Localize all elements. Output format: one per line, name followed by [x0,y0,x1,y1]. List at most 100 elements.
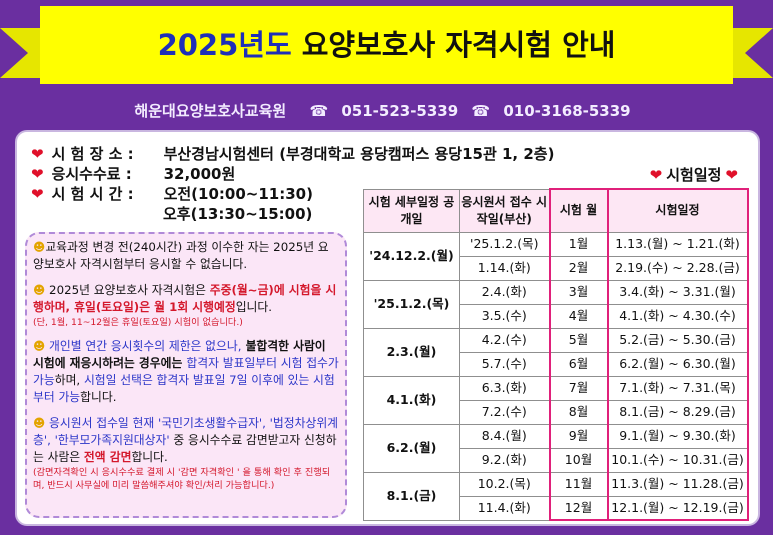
table-row: 11.4.(화) 12월 12.1.(월) ~ 12.19.(금) [364,495,749,521]
exam-month: 7월 [548,375,609,401]
notice-4-lead: 응시원서 접수일 현재 [45,416,158,430]
header-announce: 시험 세부일정 공개일 [363,188,460,233]
time-label: 시 험 시 간 : [51,185,134,203]
phone-number-1[interactable]: 051-523-5339 [341,102,459,120]
location-value: 부산경남시험센터 (부경대학교 용당캠퍼스 용당15관 1, 2층) [163,145,555,163]
notice-3-highlight-b: 시험일 선택은 합격자 발표일 7일 이후에 있는 시험부터 가능 [33,373,335,404]
notice-3-text: 불합격한 사람이 시험에 재응시하려는 경우에는 [33,339,326,370]
exam-month: 4월 [548,303,609,329]
smile-icon: ☻ [33,240,46,254]
start-date: '25.1.2.(목) [459,231,550,257]
table-row: '24.12.2.(월) '25.1.2.(목) 1월 1.13.(월) ~ 1.21… [363,231,749,281]
notice-2-small: (단, 1월, 11~12월은 휴일(토요일) 시험이 없습니다.) [33,317,243,328]
exam-month: 8월 [548,399,609,425]
table-header-row: 시험 세부일정 공개일 응시원서 접수 시작일(부산) 시험 월 시험일정 [363,188,749,233]
exam-month: 5월 [548,327,609,353]
schedule-heading-text: 시험일정 [666,166,722,184]
notice-3-highlight-a: 합격자 발표일부터 시험 접수가 가능 [33,356,339,387]
table-row: 5.7.(수) 6월 6.2.(월) ~ 6.30.(월) [364,351,749,377]
exam-month: 3월 [548,279,609,305]
notice-4-text: 중 응시수수료 감면받고자 신청하는 사람은 [33,433,337,464]
exam-month: 12월 [548,495,609,521]
notice-3-end: 합니다. [80,390,117,404]
notice-2-highlight: 주중(월~금)에 시험을 시행하며, 휴일(토요일)은 월 1회 시행예정 [33,283,337,314]
heart-icon: ❤ [31,165,44,183]
exam-dates: 7.1.(화) ~ 7.31.(목) [606,375,749,401]
time-row: ❤ 시 험 시 간 : 오전(10:00~11:30) [31,184,554,204]
fee-value: 32,000원 [163,165,236,183]
start-date: 6.3.(화) [459,375,550,401]
schedule-body: '24.12.2.(월) '25.1.2.(목) 1월 1.13.(월) ~ 1.21… [363,231,749,521]
start-date: 10.2.(목) [459,471,550,497]
banner-ribbon [0,6,773,84]
fee-row: ❤ 응시수수료 : 32,000원 [31,164,554,184]
notice-3-mid: 하며, [54,373,84,387]
table-row: 8.1.(금) 10.2.(목) 11월 11.3.(월) ~ 11.28.(금) [363,471,749,521]
exam-month: 10월 [548,447,609,473]
notice-4-highlight: 전액 감면 [83,450,132,464]
table-row: '25.1.2.(목) 2.4.(화) 3월 3.4.(화) ~ 3.31.(월) [363,279,749,329]
phone-number-2[interactable]: 010-3168-5339 [503,102,631,120]
notice-4-end: 합니다. [131,450,168,464]
heart-icon: ❤ [31,185,44,203]
table-row: 9.2.(화) 10월 10.1.(수) ~ 10.31.(금) [364,447,749,473]
notice-4: ☻ 응시원서 접수일 현재 '국민기초생활수급자', '법정차상위계층', '한… [33,415,339,492]
exam-month: 6월 [548,351,609,377]
notice-4-groups: '국민기초생활수급자', '법정차상위계층', '한부모가족지원대상자' [33,416,339,447]
announce-date: 2.3.(월) [363,327,460,377]
exam-month: 2월 [548,255,609,281]
table-row: 6.2.(월) 8.4.(월) 9월 9.1.(월) ~ 9.30.(화) [363,423,749,473]
exam-dates: 3.4.(화) ~ 3.31.(월) [606,279,749,305]
header-month: 시험 월 [548,188,609,233]
notice-3-lead: 개인별 연간 응시횟수의 제한은 없으나, [45,339,242,353]
heart-icon: ❤ [649,166,663,184]
phone-icon: ☎ [471,102,491,120]
title-banner: 2025년도 요양보호사 자격시험 안내 [0,0,773,98]
announce-date: '24.12.2.(월) [363,231,460,281]
exam-dates: 4.1.(화) ~ 4.30.(수) [606,303,749,329]
time-am: 오전(10:00~11:30) [163,185,313,203]
smile-icon: ☻ [33,339,46,353]
notice-4-small: (감면자격확인 시 응시수수료 결제 시 '감면 자격확인 ' 을 통해 확인 … [33,467,331,491]
academy-name: 해운대요양보호사교육원 [134,102,287,120]
exam-month: 9월 [548,423,609,449]
notice-2-text: 2025년 요양보호사 자격시험은 [45,283,210,297]
table-row: 1.14.(화) 2월 2.19.(수) ~ 2.28.(금) [364,255,749,281]
heart-icon: ❤ [31,145,44,163]
contact-bar: 해운대요양보호사교육원 ☎ 051-523-5339 ☎ 010-3168-53… [0,100,773,121]
location-row: ❤ 시 험 장 소 : 부산경남시험센터 (부경대학교 용당캠퍼스 용당15관 … [31,144,554,164]
start-date: 7.2.(수) [459,399,550,425]
exam-month: 1월 [548,231,609,257]
announce-date: 6.2.(월) [363,423,460,473]
notice-1-text: 교육과정 변경 전(240시간) 과정 이수한 자는 2025년 요양보호사 자… [33,240,329,271]
time-pm: 오후(13:30~15:00) [163,205,313,223]
start-date: 9.2.(화) [459,447,550,473]
phone-icon: ☎ [309,102,329,120]
smile-icon: ☻ [33,283,46,297]
start-date: 11.4.(화) [459,495,550,521]
exam-dates: 9.1.(월) ~ 9.30.(화) [606,423,749,449]
start-date: 3.5.(수) [459,303,550,329]
schedule-table: 시험 세부일정 공개일 응시원서 접수 시작일(부산) 시험 월 시험일정 '2… [363,188,749,521]
notice-3: ☻ 개인별 연간 응시횟수의 제한은 없으나, 불합격한 사람이 시험에 재응시… [33,338,339,406]
heart-icon: ❤ [725,166,738,184]
exam-month: 11월 [548,471,609,497]
title-year: 2025년도 [157,28,292,62]
header-dates: 시험일정 [606,188,749,233]
announce-date: '25.1.2.(목) [363,279,460,329]
start-date: 5.7.(수) [459,351,550,377]
notice-box: ☻교육과정 변경 전(240시간) 과정 이수한 자는 2025년 요양보호사 … [25,232,347,518]
header-start: 응시원서 접수 시작일(부산) [459,188,550,233]
start-date: 1.14.(화) [459,255,550,281]
table-row: 7.2.(수) 8월 8.1.(금) ~ 8.29.(금) [364,399,749,425]
fee-label: 응시수수료 : [51,165,132,183]
exam-info: ❤ 시 험 장 소 : 부산경남시험센터 (부경대학교 용당캠퍼스 용당15관 … [31,144,554,224]
exam-dates: 12.1.(월) ~ 12.19.(금) [606,495,749,521]
notice-2: ☻ 2025년 요양보호사 자격시험은 주중(월~금)에 시험을 시행하며, 휴… [33,282,339,329]
page-title: 2025년도 요양보호사 자격시험 안내 [0,22,773,64]
announce-date: 8.1.(금) [363,471,460,521]
smile-icon: ☻ [33,416,46,430]
exam-dates: 5.2.(금) ~ 5.30.(금) [606,327,749,353]
start-date: 4.2.(수) [459,327,550,353]
time-pm-row: 오후(13:30~15:00) [31,204,554,224]
